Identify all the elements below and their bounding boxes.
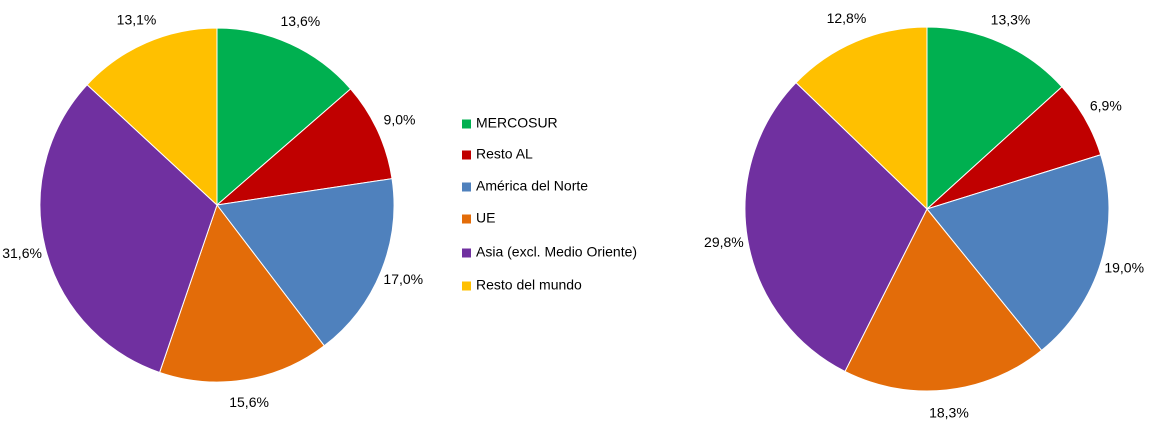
legend-swatch xyxy=(462,281,471,291)
data-label: 9,0% xyxy=(384,111,416,127)
pie-slice xyxy=(158,203,325,383)
pie-slice xyxy=(216,178,395,347)
pie-slice xyxy=(216,27,352,207)
legend-label: MERCOSUR xyxy=(476,115,558,131)
data-label: 13,3% xyxy=(991,11,1031,27)
data-label: 13,1% xyxy=(117,12,157,28)
legend-swatch xyxy=(462,182,471,192)
legend-swatch xyxy=(462,150,471,160)
pie-slice xyxy=(215,88,393,206)
data-label: 17,0% xyxy=(383,271,423,287)
legend-label: Resto del mundo xyxy=(476,277,582,293)
data-label: 18,3% xyxy=(929,405,969,421)
pie-slice xyxy=(86,27,218,207)
legend-swatch xyxy=(462,214,471,224)
pie-slice xyxy=(844,208,1043,392)
data-label: 19,0% xyxy=(1104,259,1144,275)
pie-slice xyxy=(39,84,218,374)
data-label: 15,6% xyxy=(229,394,269,410)
legend-label: América del Norte xyxy=(476,178,588,194)
data-label: 31,6% xyxy=(2,245,42,261)
legend-label: Resto AL xyxy=(476,146,533,162)
pie-slice xyxy=(744,81,928,373)
pie-slice xyxy=(926,154,1110,352)
legend-label: UE xyxy=(476,210,495,226)
pie-slice xyxy=(926,26,1063,211)
pie-slice xyxy=(795,26,928,211)
legend-swatch xyxy=(462,119,471,129)
data-label: 13,6% xyxy=(281,13,321,29)
data-label: 29,8% xyxy=(704,234,744,250)
legend-label: Asia (excl. Medio Oriente) xyxy=(476,244,637,260)
data-label: 12,8% xyxy=(827,10,867,26)
data-label: 6,9% xyxy=(1090,97,1122,113)
legend-swatch xyxy=(462,248,471,258)
